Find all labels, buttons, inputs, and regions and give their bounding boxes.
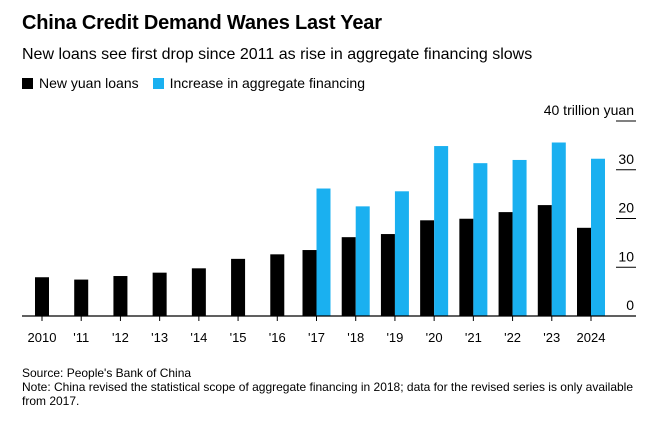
bar-new-loans (341, 237, 356, 316)
legend-label-new-loans: New yuan loans (39, 75, 139, 91)
y-tick-label: 30 (618, 151, 634, 167)
y-tick-label: 0 (626, 297, 634, 313)
bar-new-loans (231, 258, 246, 316)
source-note: Source: People's Bank of China (22, 366, 192, 380)
legend-swatch-new-loans (22, 77, 33, 89)
bar-aggregate-financing (591, 158, 605, 316)
legend-swatch-aggregate-financing (152, 77, 164, 89)
x-tick-label: '11 (73, 330, 89, 345)
legend-item-new-loans: New yuan loans (22, 75, 139, 91)
bar-aggregate-financing (551, 142, 566, 316)
x-tick-label: '13 (151, 330, 168, 345)
legend-item-aggregate-financing: Increase in aggregate financing (152, 75, 365, 91)
chart-subtitle: New loans see first drop since 2011 as r… (22, 46, 533, 63)
y-tick-label: 40 trillion yuan (544, 102, 634, 118)
bar-new-loans (459, 218, 474, 316)
bar-new-loans (270, 254, 285, 316)
bar-new-loans (537, 205, 552, 316)
bar-new-loans (191, 268, 206, 316)
legend-label-aggregate-financing: Increase in aggregate financing (169, 75, 365, 91)
x-tick-label: '18 (347, 330, 364, 345)
x-tick-label: '12 (112, 330, 129, 345)
bar-aggregate-financing (434, 146, 449, 316)
bar-new-loans (35, 277, 49, 316)
bar-new-loans (498, 212, 513, 316)
x-tick-label: '20 (426, 330, 443, 345)
bar-aggregate-financing (355, 206, 370, 316)
bar-chart: 0 10 20 30 40 trillion yuan 2010 '11 '12 '13 '14 '… (22, 102, 636, 345)
x-tick-label: '23 (543, 330, 560, 345)
bar-new-loans (420, 220, 435, 316)
x-tick-label: '16 (269, 330, 286, 345)
chart-title: China Credit Demand Wanes Last Year (22, 12, 382, 34)
bar-new-loans (152, 272, 167, 316)
x-tick-label: '15 (230, 330, 247, 345)
chart-notes: Source: People's Bank of China Note: Chi… (22, 366, 642, 408)
legend: New yuan loans Increase in aggregate fin… (22, 75, 379, 91)
x-tick-label: 2010 (28, 330, 57, 345)
bar-new-loans (74, 279, 89, 316)
x-tick-label: '21 (465, 330, 482, 345)
x-tick-label: '22 (504, 330, 521, 345)
bar-new-loans (302, 250, 317, 316)
x-tick-label: 2024 (577, 330, 606, 345)
bar-new-loans (113, 276, 128, 316)
bar-aggregate-financing (394, 191, 409, 316)
x-tick-label: '14 (190, 330, 207, 345)
x-tick-label: '19 (386, 330, 403, 345)
bar-aggregate-financing (473, 163, 488, 316)
bar-new-loans (380, 234, 395, 316)
bar-aggregate-financing (316, 188, 331, 316)
bar-new-loans (577, 227, 591, 316)
footnote: Note: China revised the statistical scop… (22, 380, 634, 408)
bar-aggregate-financing (512, 159, 527, 316)
y-tick-label: 20 (618, 200, 634, 216)
y-tick-label: 10 (618, 248, 634, 264)
x-tick-label: '17 (308, 330, 325, 345)
